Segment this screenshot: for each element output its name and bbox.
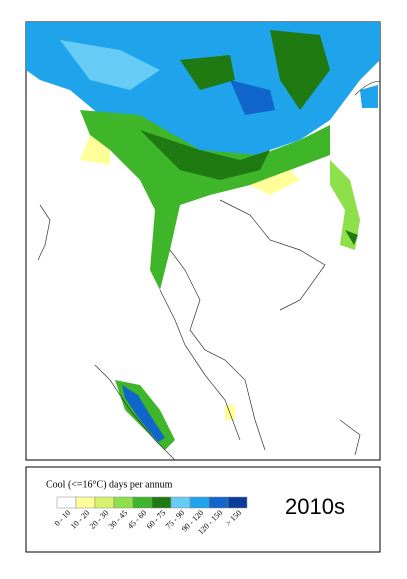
legend-title: Cool (<=16°C) days per annum — [46, 479, 173, 490]
legend-swatch — [132, 496, 153, 509]
warm-region — [80, 135, 110, 165]
legend-swatch — [94, 496, 115, 509]
cold-region — [230, 80, 275, 115]
coastline — [37, 204, 51, 261]
border — [219, 199, 326, 311]
legend-swatch — [208, 496, 229, 509]
cold-region — [360, 85, 378, 108]
cold-region — [122, 385, 165, 442]
cold-region — [60, 40, 160, 90]
legend-swatch — [170, 496, 191, 509]
map-fill — [26, 22, 380, 450]
green-region — [180, 55, 235, 90]
legend-swatch — [75, 496, 96, 509]
legend-swatch — [56, 496, 77, 509]
legend-swatch — [113, 496, 134, 509]
coastline — [159, 289, 241, 441]
green-region — [270, 30, 330, 110]
warm-region — [250, 170, 300, 195]
coastline — [354, 81, 380, 96]
green-region — [345, 230, 358, 245]
coastline — [94, 364, 176, 460]
coastline — [169, 249, 266, 451]
coastlines — [37, 81, 380, 460]
green-region — [330, 160, 360, 250]
period-label: 2010s — [285, 494, 345, 519]
legend-frame — [25, 466, 381, 553]
legend-swatch — [151, 496, 172, 509]
map — [25, 21, 381, 461]
legend-swatch — [227, 496, 248, 509]
green-region — [140, 130, 270, 180]
legend-swatch — [189, 496, 210, 509]
coastline — [339, 419, 361, 456]
